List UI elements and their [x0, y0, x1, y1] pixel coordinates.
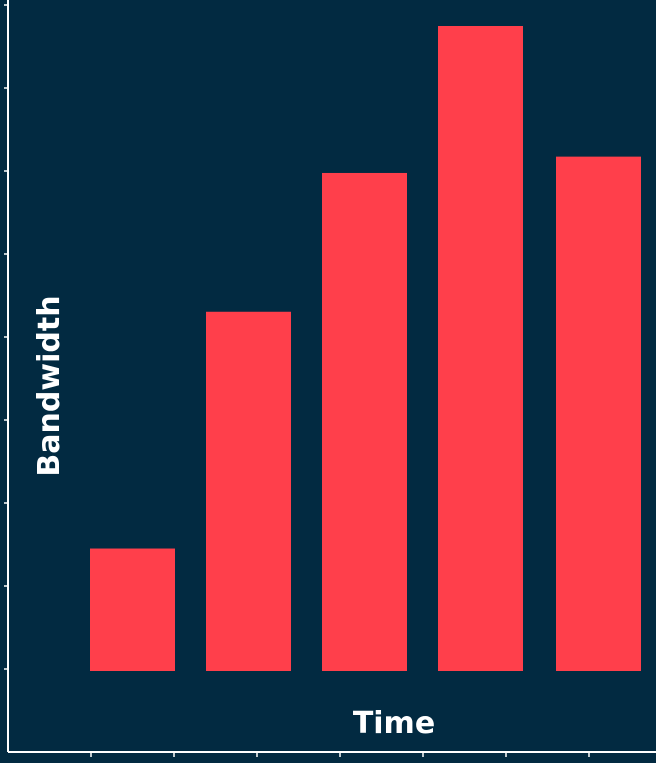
y-axis-title: Bandwidth	[32, 295, 67, 476]
x-ticks-group	[90, 752, 590, 757]
x-axis-title: Time	[353, 706, 435, 741]
bar-5	[556, 156, 641, 671]
bar-4	[438, 26, 523, 671]
y-ticks-group	[4, 4, 8, 670]
bar-3	[322, 172, 407, 671]
bars-group	[90, 26, 641, 671]
bar-1	[90, 548, 175, 671]
bar-2	[206, 311, 291, 671]
